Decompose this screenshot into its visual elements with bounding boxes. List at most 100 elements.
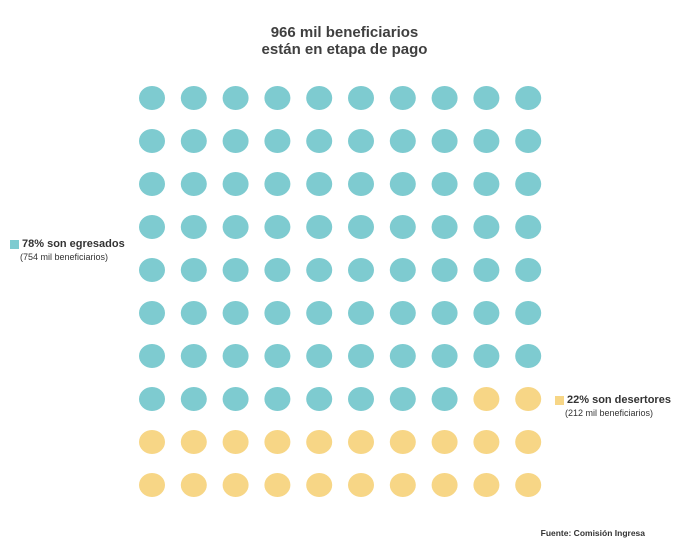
waffle-dot-egresados <box>473 344 500 368</box>
waffle-dot-egresados <box>515 129 542 153</box>
waffle-dot-desertores <box>306 473 333 497</box>
waffle-dot-egresados <box>306 86 333 110</box>
waffle-dot-egresados <box>264 215 291 239</box>
waffle-dot-egresados <box>222 387 249 411</box>
waffle-dot-egresados <box>389 258 416 282</box>
waffle-dot-egresados <box>222 301 249 325</box>
waffle-dot-egresados <box>431 387 458 411</box>
chart-title-line-2: están en etapa de pago <box>261 41 428 58</box>
waffle-dot-egresados <box>264 301 291 325</box>
waffle-dot-desertores <box>139 430 165 454</box>
waffle-dot-egresados <box>264 129 291 153</box>
waffle-dot-egresados <box>431 172 458 196</box>
waffle-dot-egresados <box>348 86 374 110</box>
waffle-dot-egresados <box>389 215 416 239</box>
waffle-dot-desertores <box>473 430 500 454</box>
waffle-dot-egresados <box>306 301 333 325</box>
waffle-dot-egresados <box>180 86 207 110</box>
waffle-dot-egresados <box>515 86 542 110</box>
legend-desertores: 22% son desertores (212 mil beneficiario… <box>555 394 671 419</box>
waffle-dot-desertores <box>515 473 542 497</box>
waffle-dot-egresados <box>348 129 374 153</box>
legend-sub-egresados: (754 mil beneficiarios) <box>20 252 109 262</box>
legend-egresados: 78% son egresados (754 mil beneficiarios… <box>10 238 125 263</box>
waffle-dot-egresados <box>180 301 207 325</box>
waffle-dot-egresados <box>389 172 416 196</box>
legend-swatch-egresados <box>10 240 19 249</box>
waffle-dot-desertores <box>515 430 542 454</box>
waffle-dot-egresados <box>473 172 500 196</box>
waffle-dot-egresados <box>306 129 333 153</box>
waffle-dot-egresados <box>389 387 416 411</box>
waffle-dot-egresados <box>473 129 500 153</box>
waffle-dot-egresados <box>515 301 542 325</box>
waffle-dot-egresados <box>139 344 165 368</box>
waffle-dot-desertores <box>222 430 249 454</box>
waffle-dot-egresados <box>515 172 542 196</box>
waffle-dot-egresados <box>139 387 165 411</box>
waffle-dot-egresados <box>264 86 291 110</box>
waffle-dot-egresados <box>348 387 374 411</box>
waffle-dot-egresados <box>389 301 416 325</box>
waffle-dot-egresados <box>264 172 291 196</box>
waffle-dot-egresados <box>222 129 249 153</box>
waffle-dot-desertores <box>348 430 374 454</box>
waffle-dot-desertores <box>306 430 333 454</box>
waffle-dot-egresados <box>180 258 207 282</box>
waffle-dot-egresados <box>306 172 333 196</box>
waffle-dot-egresados <box>473 86 500 110</box>
waffle-dot-egresados <box>473 258 500 282</box>
waffle-dot-egresados <box>222 215 249 239</box>
waffle-dot-egresados <box>306 215 333 239</box>
waffle-dot-egresados <box>180 215 207 239</box>
waffle-dot-egresados <box>222 258 249 282</box>
waffle-dot-egresados <box>139 258 165 282</box>
waffle-dot-egresados <box>306 387 333 411</box>
waffle-dot-egresados <box>389 344 416 368</box>
chart-title: 966 mil beneficiarios están en etapa de … <box>0 24 689 58</box>
waffle-dot-desertores <box>515 387 542 411</box>
chart-title-line-1: 966 mil beneficiarios <box>270 24 419 41</box>
waffle-dot-egresados <box>515 215 542 239</box>
waffle-dot-egresados <box>515 344 542 368</box>
waffle-dot-egresados <box>431 129 458 153</box>
waffle-dot-egresados <box>264 258 291 282</box>
waffle-dot-egresados <box>348 215 374 239</box>
legend-sub-desertores: (212 mil beneficiarios) <box>565 408 654 418</box>
waffle-dot-egresados <box>431 301 458 325</box>
waffle-dot-egresados <box>348 301 374 325</box>
waffle-dot-desertores <box>264 430 291 454</box>
waffle-dot-egresados <box>139 129 165 153</box>
waffle-dot-egresados <box>389 129 416 153</box>
waffle-dot-egresados <box>515 258 542 282</box>
legend-swatch-desertores <box>555 396 564 405</box>
legend-label-egresados: 78% son egresados <box>22 238 125 250</box>
waffle-dot-egresados <box>139 86 165 110</box>
waffle-dot-egresados <box>389 86 416 110</box>
waffle-dot-desertores <box>473 473 500 497</box>
waffle-dot-desertores <box>180 473 207 497</box>
waffle-dot-egresados <box>431 215 458 239</box>
waffle-dot-egresados <box>139 172 165 196</box>
waffle-dot-egresados <box>222 344 249 368</box>
waffle-dot-egresados <box>139 215 165 239</box>
waffle-dot-egresados <box>348 344 374 368</box>
waffle-dot-egresados <box>139 301 165 325</box>
waffle-dot-desertores <box>222 473 249 497</box>
waffle-dot-egresados <box>180 387 207 411</box>
waffle-dot-egresados <box>348 258 374 282</box>
waffle-dot-desertores <box>180 430 207 454</box>
waffle-dot-egresados <box>222 86 249 110</box>
waffle-dot-desertores <box>431 473 458 497</box>
waffle-dot-desertores <box>348 473 374 497</box>
waffle-dot-egresados <box>306 344 333 368</box>
waffle-dot-egresados <box>431 344 458 368</box>
waffle-dot-egresados <box>180 172 207 196</box>
waffle-dot-desertores <box>264 473 291 497</box>
legend-label-desertores: 22% son desertores <box>567 394 671 406</box>
waffle-dot-desertores <box>139 473 165 497</box>
waffle-dot-egresados <box>431 258 458 282</box>
waffle-dot-desertores <box>389 473 416 497</box>
waffle-dot-egresados <box>264 387 291 411</box>
